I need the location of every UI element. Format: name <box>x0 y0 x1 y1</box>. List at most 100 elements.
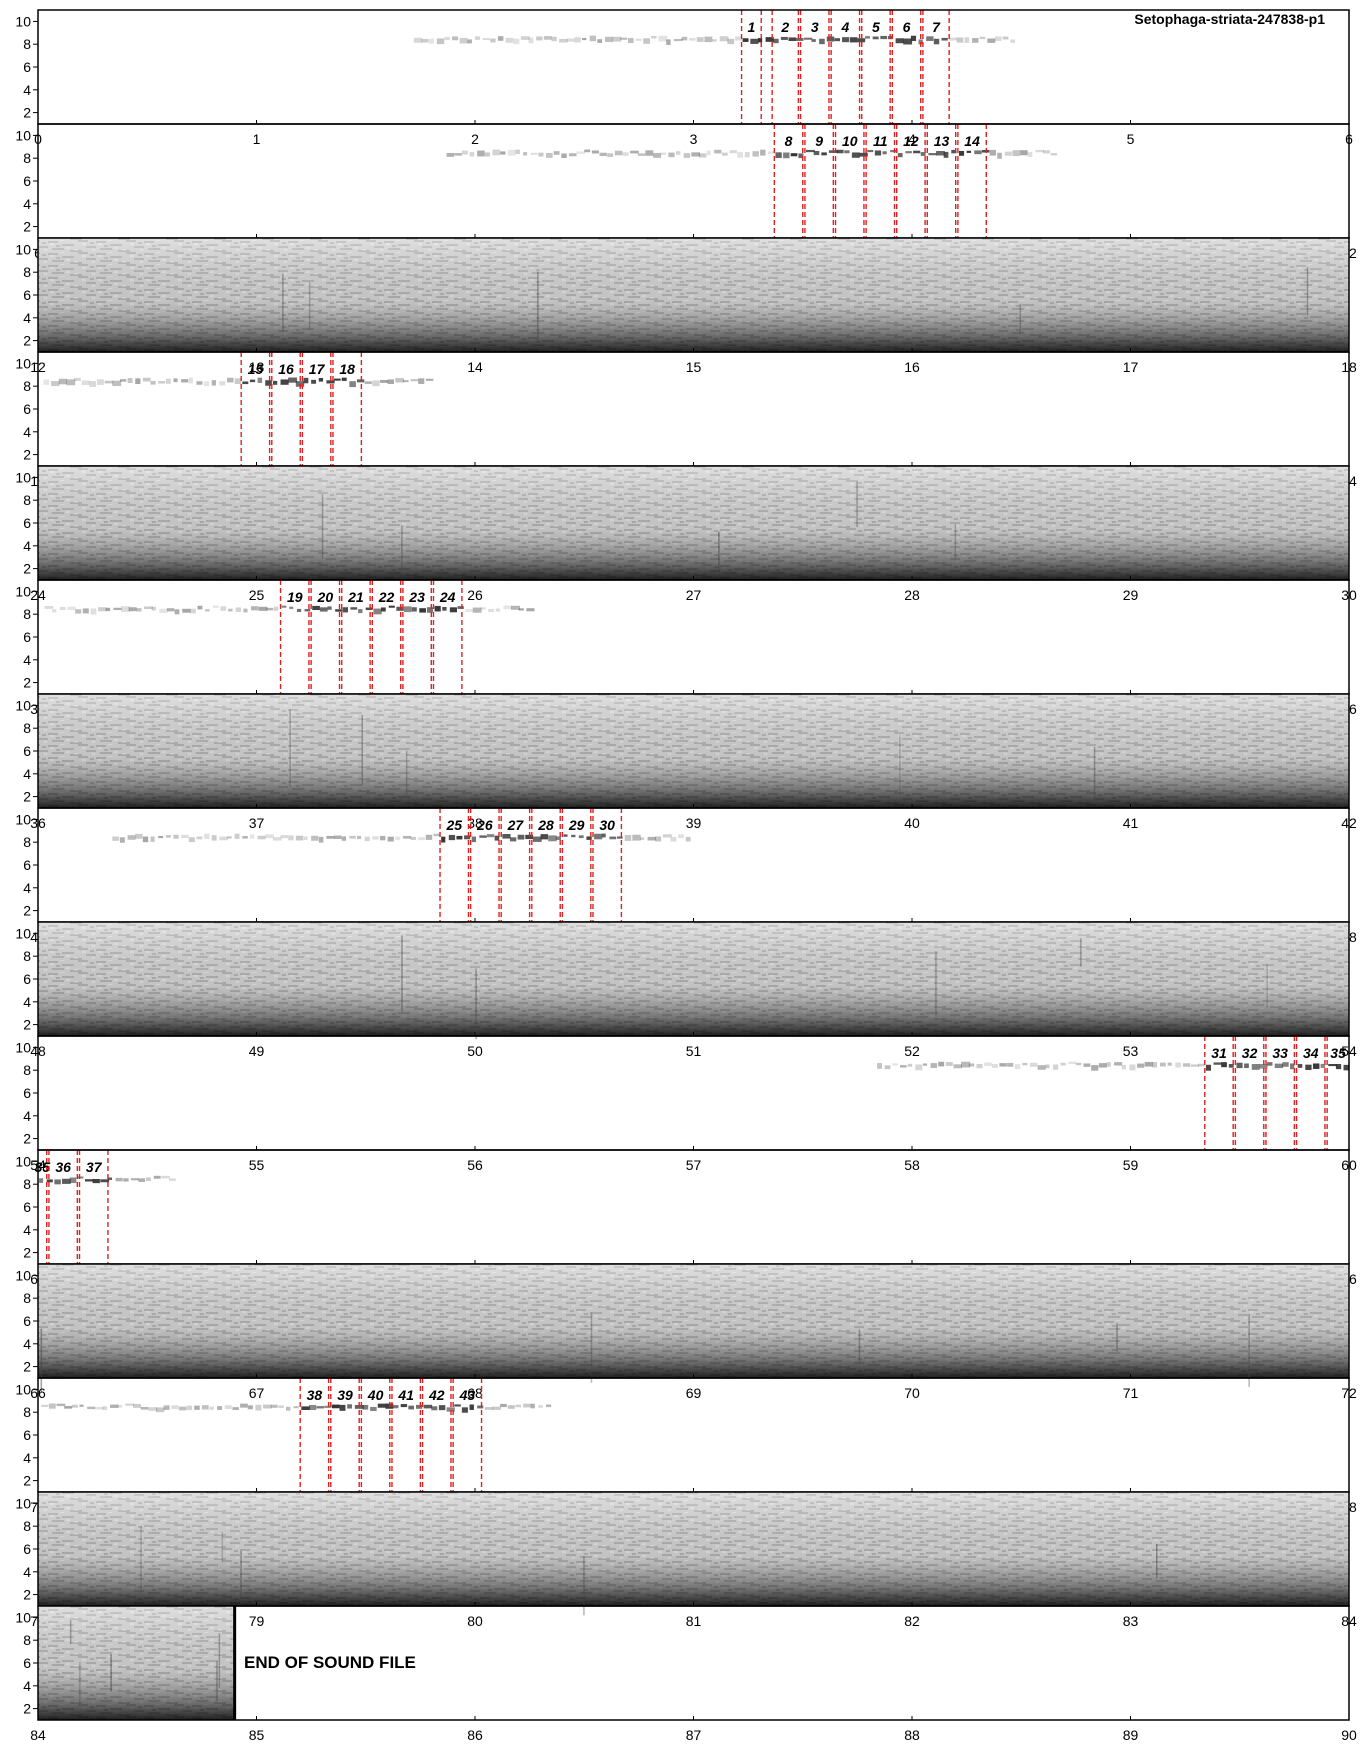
x-tick-label: 15 <box>686 359 702 375</box>
song-trace <box>174 609 180 615</box>
y-tick-label: 6 <box>23 1541 31 1557</box>
song-trace <box>530 1403 535 1409</box>
song-trace <box>492 1406 501 1410</box>
song-trace <box>411 607 417 612</box>
song-trace <box>941 37 948 41</box>
noise-streak <box>1080 938 1082 967</box>
song-trace <box>1328 1064 1338 1067</box>
song-trace <box>461 1407 468 1413</box>
song-trace <box>1335 1064 1342 1070</box>
song-trace <box>660 152 667 156</box>
song-trace <box>859 152 868 157</box>
x-tick-label: 86 <box>467 1727 483 1743</box>
song-trace <box>425 378 434 381</box>
song-trace <box>433 833 441 837</box>
song-trace <box>601 833 606 838</box>
song-trace <box>161 1175 170 1179</box>
song-trace <box>1037 1065 1046 1070</box>
song-trace <box>605 36 614 43</box>
noise-streak <box>40 1328 43 1393</box>
song-trace <box>81 380 90 385</box>
noise-streak <box>110 1654 112 1692</box>
y-tick-label: 4 <box>23 1108 31 1124</box>
song-trace <box>523 152 528 156</box>
song-trace <box>803 37 813 40</box>
song-trace <box>571 834 576 838</box>
y-tick-label: 4 <box>23 994 31 1010</box>
noise-streak <box>321 494 324 559</box>
song-trace <box>502 834 511 839</box>
song-trace <box>454 1404 461 1407</box>
song-trace <box>540 834 549 840</box>
song-trace <box>464 835 471 840</box>
low-frequency-band <box>38 238 1349 352</box>
song-trace <box>811 39 816 42</box>
song-trace <box>194 1405 200 1410</box>
song-trace <box>431 1406 438 1411</box>
song-trace <box>614 150 623 156</box>
song-trace <box>727 38 735 45</box>
song-trace <box>69 1177 77 1184</box>
song-trace <box>1068 1061 1077 1064</box>
song-trace <box>930 1063 938 1068</box>
song-trace <box>339 1404 346 1411</box>
song-trace <box>272 380 278 385</box>
song-trace <box>520 36 530 40</box>
y-tick-label: 10 <box>15 469 31 485</box>
song-trace <box>41 1404 49 1407</box>
song-trace <box>991 1064 998 1068</box>
song-trace <box>874 150 882 156</box>
song-trace <box>173 378 178 383</box>
noise-streak <box>1116 1323 1118 1352</box>
x-tick-label: 71 <box>1123 1385 1139 1401</box>
song-trace <box>377 1403 386 1408</box>
song-trace <box>903 38 913 45</box>
song-trace <box>211 835 217 841</box>
song-trace <box>54 1179 61 1185</box>
song-trace <box>826 36 835 42</box>
song-trace <box>691 152 701 157</box>
selection-label: 35 <box>1330 1045 1346 1061</box>
song-trace <box>288 377 298 383</box>
x-tick-label: 58 <box>904 1157 920 1173</box>
song-trace <box>201 1405 209 1410</box>
noise-streak <box>1093 746 1096 805</box>
song-trace <box>270 1404 278 1408</box>
y-tick-label: 8 <box>23 1632 31 1648</box>
y-tick-label: 8 <box>23 606 31 622</box>
spectrogram-row: 2 4 6 8 10 84 85 86 87 88 89 90 <box>15 1605 1357 1743</box>
y-tick-label: 6 <box>23 1085 31 1101</box>
selection-label: 12 <box>903 133 919 149</box>
song-trace <box>1159 1062 1166 1067</box>
song-trace <box>452 36 459 41</box>
song-trace <box>388 605 395 608</box>
song-trace <box>821 152 827 156</box>
song-trace <box>423 1404 433 1409</box>
y-tick-label: 2 <box>23 561 31 577</box>
selection-label: 4 <box>840 19 849 35</box>
song-trace <box>1152 1062 1158 1068</box>
selection-label: 9 <box>815 133 823 149</box>
noise-streak <box>1019 303 1022 334</box>
song-trace <box>454 153 462 156</box>
song-trace <box>563 834 568 837</box>
song-trace <box>783 152 790 159</box>
song-trace <box>240 1403 248 1408</box>
song-trace <box>1236 1062 1243 1069</box>
noise-streak <box>583 1556 585 1616</box>
y-tick-label: 8 <box>23 1176 31 1192</box>
song-trace <box>301 1406 310 1410</box>
selection-label: 40 <box>367 1387 384 1403</box>
y-tick-label: 10 <box>15 1039 31 1055</box>
song-trace <box>842 37 849 43</box>
song-trace <box>130 1178 139 1181</box>
song-trace <box>884 1065 891 1070</box>
song-trace <box>316 1406 324 1409</box>
song-trace <box>456 835 463 840</box>
song-trace <box>362 1404 369 1410</box>
song-trace <box>1014 1064 1021 1070</box>
song-trace <box>1312 1063 1320 1069</box>
noise-streak <box>216 1661 218 1701</box>
